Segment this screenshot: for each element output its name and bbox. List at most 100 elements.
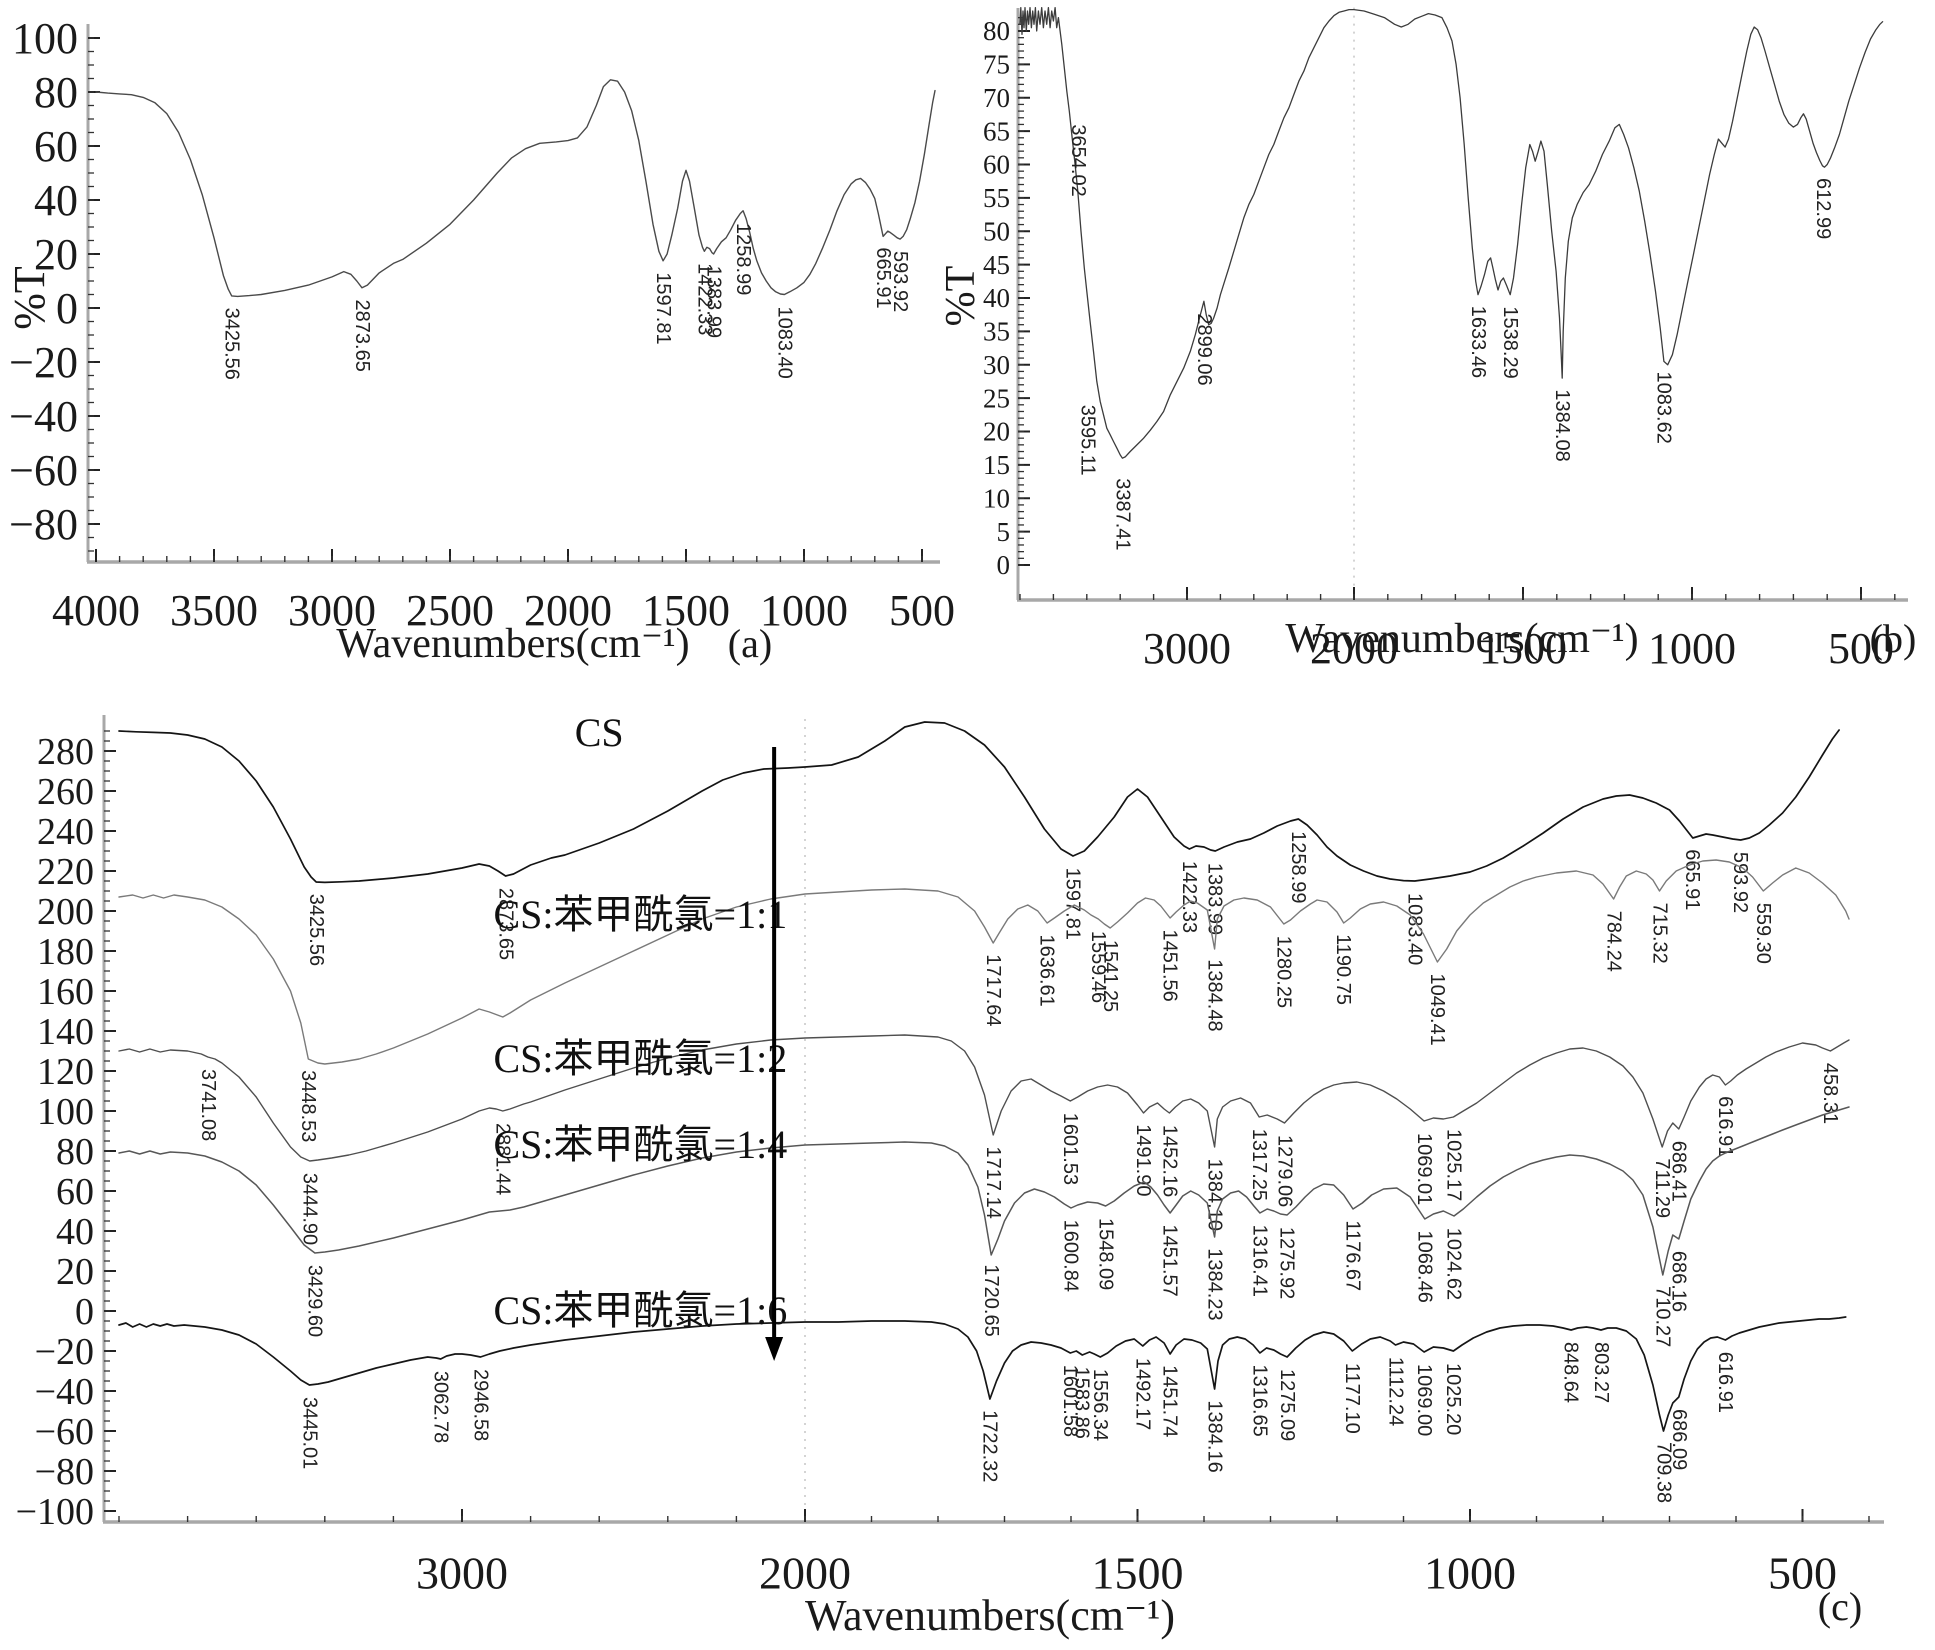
peak-label-1600.84: 1600.84: [1059, 1220, 1081, 1292]
peak-label-1384.48: 1384.48: [1203, 959, 1225, 1031]
peak-label-1112.24: 1112.24: [1384, 1357, 1406, 1426]
peak-label-1384.23: 1384.23: [1203, 1248, 1225, 1320]
y-tick-label: 40: [34, 176, 78, 225]
peak-label-711.29: 711.29: [1651, 1158, 1673, 1218]
y-axis-title: %T: [938, 266, 984, 327]
spectrum-curve-CS: [95, 79, 936, 298]
y-tick-label: 20: [34, 230, 78, 279]
y-tick-label: 75: [983, 50, 1010, 80]
x-tick-label: 1500: [642, 586, 730, 635]
y-tick-label: 20: [56, 1251, 94, 1293]
peak-label-1717.64: 1717.64: [982, 954, 1004, 1026]
y-tick-label: 240: [37, 811, 94, 853]
peak-label-1068.46: 1068.46: [1413, 1231, 1435, 1303]
peak-label-559.30: 559.30: [1752, 903, 1774, 964]
y-tick-label: −60: [9, 446, 78, 495]
peak-label-1025.20: 1025.20: [1442, 1363, 1464, 1435]
y-tick-label: 80: [56, 1131, 94, 1173]
spectrum-curve-CS-benzoyl-1-1: [118, 859, 1850, 1065]
curve-label: CS:苯甲酰氯=1:6: [494, 1288, 788, 1333]
x-tick-label: 2000: [524, 586, 612, 635]
y-tick-label: 50: [983, 216, 1010, 246]
x-tick-label: 2000: [1310, 624, 1398, 673]
peak-label-1636.61: 1636.61: [1036, 934, 1058, 1006]
y-tick-label: 220: [37, 851, 94, 893]
y-tick-label: 200: [37, 891, 94, 933]
peak-label-1083.40: 1083.40: [1404, 893, 1426, 965]
peak-label-1384.16: 1384.16: [1204, 1400, 1226, 1472]
peak-label-3448.53: 3448.53: [297, 1070, 319, 1142]
peak-label-2881.44: 2881.44: [492, 1123, 514, 1195]
peak-label-1384.08: 1384.08: [1551, 389, 1573, 461]
peak-label-784.24: 784.24: [1602, 911, 1624, 972]
peak-label-1083.40: 1083.40: [773, 306, 795, 378]
peak-label-1275.09: 1275.09: [1276, 1369, 1298, 1441]
x-tick-label: 3500: [170, 586, 258, 635]
curve-label: CS:苯甲酰氯=1:2: [494, 1036, 788, 1081]
peak-label-709.38: 709.38: [1652, 1442, 1674, 1503]
peak-label-1451.57: 1451.57: [1159, 1224, 1181, 1296]
x-tick-label: 1500: [1479, 624, 1567, 673]
spectrum-curve-CS-alkali: [1019, 6, 1884, 459]
peak-label-616.91: 616.91: [1714, 1352, 1736, 1413]
peak-label-1383.99: 1383.99: [1204, 863, 1226, 935]
curve-label: CS:苯甲酰氯=1:1: [494, 892, 788, 937]
peak-label-1190.75: 1190.75: [1332, 934, 1354, 1005]
peak-label-1597.81: 1597.81: [1061, 868, 1083, 940]
y-tick-label: 80: [34, 68, 78, 117]
peak-label-710.27: 710.27: [1652, 1286, 1674, 1347]
x-tick-label: 3000: [1143, 624, 1231, 673]
panel-c: 3000 2000 1500 1000 500280260240220200180160…: [16, 710, 1884, 1640]
peak-label-1541.25: 1541.25: [1099, 940, 1121, 1012]
x-tick-label: 1000: [1648, 624, 1736, 673]
panel-tag-c: (c): [1818, 1584, 1862, 1629]
y-tick-label: 65: [983, 116, 1010, 146]
peak-label-2873.65: 2873.65: [351, 300, 373, 372]
peak-label-3387.41: 3387.41: [1111, 478, 1133, 550]
peak-label-3595.11: 3595.11: [1077, 405, 1099, 476]
peak-label-3425.56: 3425.56: [305, 894, 327, 966]
x-tick-label: 500: [1768, 1548, 1837, 1599]
peak-label-665.91: 665.91: [872, 247, 894, 308]
peak-label-1280.25: 1280.25: [1273, 936, 1295, 1008]
y-tick-label: 40: [56, 1211, 94, 1253]
y-tick-label: 260: [37, 771, 94, 813]
peak-label-803.27: 803.27: [1590, 1342, 1612, 1403]
peak-label-3445.01: 3445.01: [298, 1397, 320, 1469]
peak-label-1275.92: 1275.92: [1276, 1227, 1298, 1299]
peak-label-1633.46: 1633.46: [1467, 306, 1489, 378]
x-axis-title: Wavenumbers(cm⁻¹): [805, 1591, 1175, 1640]
peak-label-686.09: 686.09: [1668, 1409, 1690, 1470]
peak-label-1559.46: 1559.46: [1087, 931, 1109, 1003]
spectrum-curve-CS-benzoyl-1-4: [118, 1106, 1850, 1276]
peak-label-1538.29: 1538.29: [1499, 306, 1521, 378]
peak-label-1317.25: 1317.25: [1248, 1129, 1270, 1201]
x-tick-label: 500: [889, 586, 955, 635]
peak-label-1025.17: 1025.17: [1442, 1129, 1464, 1201]
y-tick-label: −80: [35, 1451, 94, 1493]
peak-label-593.92: 593.92: [1729, 852, 1751, 913]
peak-label-1548.09: 1548.09: [1095, 1218, 1117, 1290]
x-axis-title: Wavenumbers(cm⁻¹): [336, 621, 689, 667]
peak-label-2873.65: 2873.65: [494, 888, 516, 960]
y-tick-label: −80: [9, 500, 78, 549]
y-tick-label: 40: [983, 283, 1010, 313]
y-tick-label: 35: [983, 317, 1010, 347]
peak-label-1717.14: 1717.14: [982, 1147, 1004, 1219]
y-tick-label: 15: [983, 450, 1010, 480]
peak-label-1422.33: 1422.33: [1178, 861, 1200, 933]
y-tick-label: 20: [983, 417, 1010, 447]
x-tick-label: 3000: [416, 1548, 508, 1599]
y-tick-label: 0: [75, 1291, 94, 1333]
y-tick-label: −100: [16, 1491, 94, 1533]
spectrum-curve-CS-benzoyl-1-6: [118, 1316, 1847, 1432]
y-tick-label: 30: [983, 350, 1010, 380]
x-tick-label: 4000: [52, 586, 140, 635]
y-tick-label: 180: [37, 931, 94, 973]
x-tick-label: 500: [1828, 624, 1894, 673]
peak-label-1451.74: 1451.74: [1159, 1365, 1181, 1437]
y-tick-label: −20: [9, 338, 78, 387]
peak-label-612.99: 612.99: [1812, 178, 1834, 239]
x-tick-label: 1000: [760, 586, 848, 635]
